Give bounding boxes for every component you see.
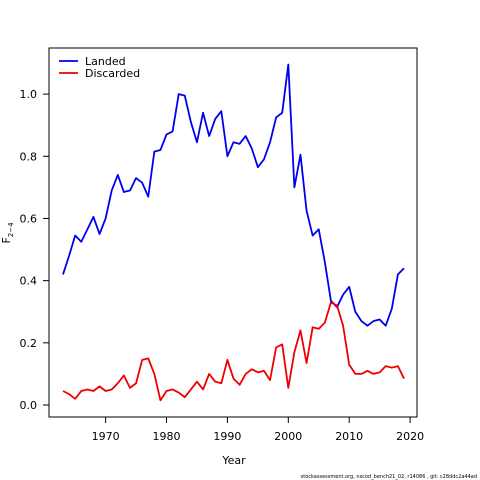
y-axis-title-subscript: 2−4	[7, 222, 15, 237]
x-tick-label: 2020	[396, 430, 424, 443]
legend-label-landed: Landed	[85, 55, 126, 68]
series-line-discarded	[62, 301, 405, 402]
series-line-landed	[62, 63, 405, 327]
x-axis: 1970 1980 1990 2000 2010 2020	[92, 417, 424, 443]
x-tick-label: 2000	[274, 430, 302, 443]
y-tick-label: 0.2	[20, 337, 38, 350]
legend-label-discarded: Discarded	[85, 67, 140, 80]
series-layer	[62, 63, 405, 402]
footer-note: stockassessment.org, nscod_bench21_02, r…	[301, 474, 477, 480]
x-tick-label: 1970	[92, 430, 120, 443]
y-tick-label: 0.4	[20, 275, 38, 288]
y-tick-label: 0.6	[20, 212, 38, 225]
y-axis-title-main: F	[0, 237, 13, 243]
y-tick-label: 1.0	[20, 88, 38, 101]
x-tick-label: 1990	[213, 430, 241, 443]
x-axis-title: Year	[221, 454, 246, 467]
x-tick-label: 1980	[153, 430, 181, 443]
y-axis: 0.0 0.2 0.4 0.6 0.8 1.0	[20, 88, 49, 412]
y-axis-title: F2−4	[0, 222, 15, 244]
plot-frame	[48, 47, 418, 418]
y-tick-label: 0.8	[20, 150, 38, 163]
y-tick-label: 0.0	[20, 399, 38, 412]
x-tick-label: 2010	[335, 430, 363, 443]
legend: Landed Discarded	[59, 55, 140, 80]
